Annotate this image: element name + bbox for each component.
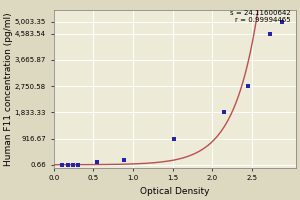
Point xyxy=(70,163,75,166)
Point xyxy=(66,163,70,166)
Text: s = 24.11600642
r = 0.99994465: s = 24.11600642 r = 0.99994465 xyxy=(230,10,291,23)
Point xyxy=(75,163,80,166)
Point xyxy=(121,158,126,161)
X-axis label: Optical Density: Optical Density xyxy=(140,187,209,196)
Point xyxy=(222,111,227,114)
Point xyxy=(246,84,250,88)
Point xyxy=(267,32,272,35)
Point xyxy=(95,161,100,164)
Point xyxy=(172,137,177,140)
Y-axis label: Human F11 concentration (pg/ml): Human F11 concentration (pg/ml) xyxy=(4,12,13,166)
Point xyxy=(280,20,285,23)
Point xyxy=(59,163,64,166)
